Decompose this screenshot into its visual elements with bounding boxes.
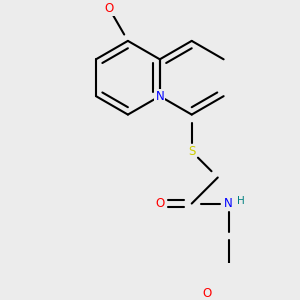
Text: H: H <box>237 196 245 206</box>
Text: O: O <box>156 197 165 210</box>
Text: O: O <box>105 2 114 16</box>
Text: O: O <box>202 286 212 299</box>
Text: N: N <box>224 197 233 210</box>
Text: S: S <box>188 145 195 158</box>
Text: N: N <box>155 90 164 103</box>
